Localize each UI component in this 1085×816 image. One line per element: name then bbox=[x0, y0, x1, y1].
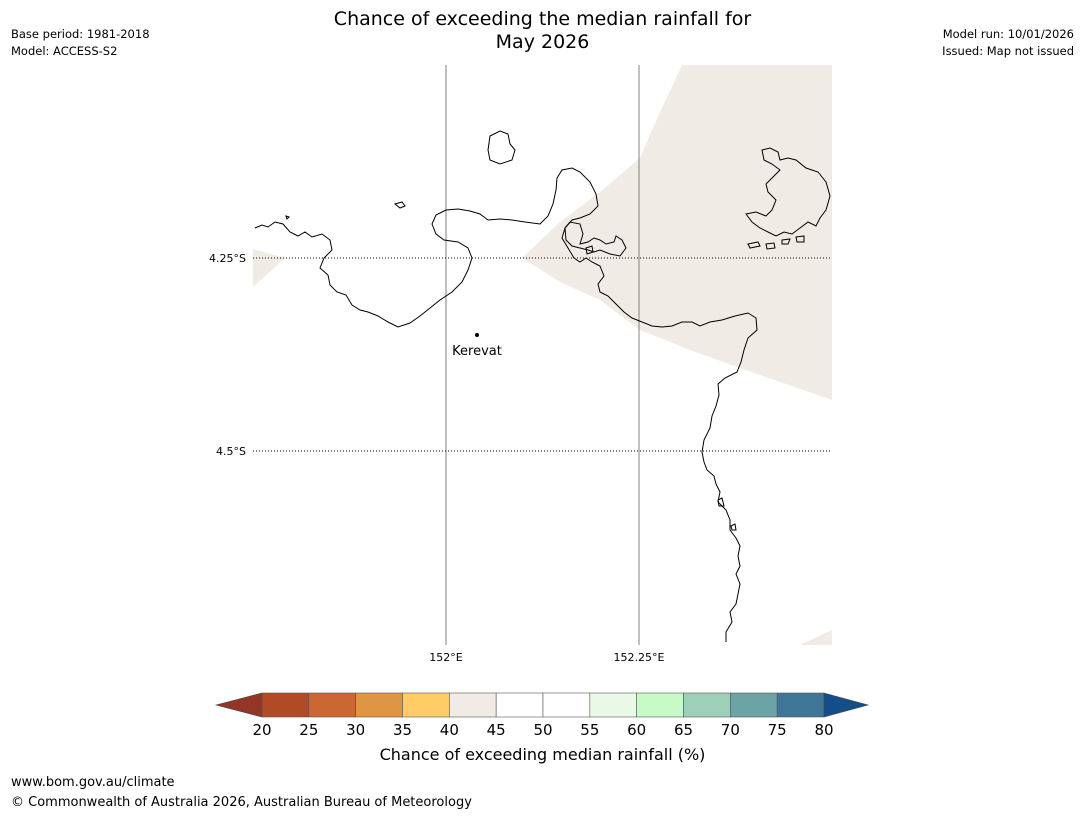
colorbar-tick-label: 80 bbox=[814, 721, 833, 739]
colorbar-tick-label: 25 bbox=[299, 721, 318, 739]
colorbar-cell bbox=[730, 692, 778, 718]
graticule bbox=[253, 65, 832, 645]
colorbar-tick-label: 45 bbox=[487, 721, 506, 739]
colorbar-tick-label: 30 bbox=[346, 721, 365, 739]
colorbar-cell bbox=[355, 692, 403, 718]
island-east-small-1 bbox=[747, 241, 761, 249]
colorbar-tick-label: 70 bbox=[721, 721, 740, 739]
model-run-text: Model run: 10/01/2026 bbox=[942, 27, 1074, 41]
island-east-small-5 bbox=[585, 245, 594, 255]
colorbar-tick-label: 20 bbox=[252, 721, 271, 739]
meta-right: Model run: 10/01/2026 Issued: Map not is… bbox=[942, 26, 1074, 60]
island-small-west bbox=[393, 201, 406, 209]
colorbar: 20 25 30 35 40 45 50 55 60 65 70 75 80 bbox=[214, 692, 870, 739]
colorbar-cell bbox=[402, 692, 450, 718]
footer-url[interactable]: www.bom.gov.au/climate bbox=[11, 775, 175, 790]
coast-inner-bay bbox=[564, 221, 627, 257]
colorbar-cell bbox=[449, 692, 497, 718]
island-south-coast-2 bbox=[730, 523, 737, 531]
colorbar-tick-label: 60 bbox=[627, 721, 646, 739]
island-south-coast-1 bbox=[717, 497, 725, 507]
colorbar-cell bbox=[308, 692, 356, 718]
colorbar-cell bbox=[495, 692, 544, 718]
model-text: Model: ACCESS-S2 bbox=[11, 44, 118, 58]
island-east-small-3 bbox=[781, 238, 791, 245]
colorbar-tick-label: 75 bbox=[768, 721, 787, 739]
base-period-text: Base period: 1981-2018 bbox=[11, 27, 150, 41]
coastlines bbox=[254, 130, 831, 642]
colorbar-tick-label: 50 bbox=[533, 721, 552, 739]
map-title: Chance of exceeding the median rainfall … bbox=[0, 8, 1085, 54]
colorbar-cell bbox=[542, 692, 591, 718]
colorbar-over-arrow bbox=[823, 692, 870, 718]
shade-region-southeast bbox=[800, 630, 832, 645]
lat-label-4-5: 4.5°S bbox=[216, 445, 246, 458]
colorbar-cell bbox=[589, 692, 637, 718]
island-east-small-4 bbox=[795, 235, 805, 243]
colorbar-cell bbox=[261, 692, 310, 718]
colorbar-cell bbox=[776, 692, 825, 718]
colorbar-cell bbox=[636, 692, 684, 718]
colorbar-tick-label: 35 bbox=[393, 721, 412, 739]
colorbar-tick-label: 55 bbox=[580, 721, 599, 739]
lon-label-152: 152°E bbox=[429, 651, 462, 664]
kerevat-marker bbox=[475, 333, 479, 337]
islands-east-group bbox=[745, 147, 831, 237]
colorbar-cells bbox=[261, 692, 825, 718]
colorbar-label: Chance of exceeding median rainfall (%) bbox=[379, 745, 706, 764]
probability-shading bbox=[253, 65, 832, 645]
colorbar-ticks: 20 25 30 35 40 45 50 55 60 65 70 75 80 bbox=[252, 721, 833, 739]
island-north bbox=[487, 130, 516, 165]
issued-text: Issued: Map not issued bbox=[942, 44, 1074, 58]
lon-label-152-25: 152.25°E bbox=[614, 651, 665, 664]
title-line-1: Chance of exceeding the median rainfall … bbox=[333, 8, 752, 30]
colorbar-tick-label: 65 bbox=[674, 721, 693, 739]
meta-left: Base period: 1981-2018 Model: ACCESS-S2 bbox=[11, 26, 150, 60]
kerevat-label: Kerevat bbox=[452, 344, 502, 359]
lat-label-4-25: 4.25°S bbox=[209, 252, 246, 265]
colorbar-cell bbox=[683, 692, 731, 718]
title-line-2: May 2026 bbox=[495, 31, 590, 53]
footer-copyright: © Commonwealth of Australia 2026, Austra… bbox=[11, 795, 472, 810]
colorbar-tick-label: 40 bbox=[440, 721, 459, 739]
colorbar-under-arrow bbox=[214, 692, 263, 718]
shade-region-west bbox=[253, 249, 285, 287]
island-tiny-west bbox=[285, 215, 290, 220]
shade-region-east bbox=[522, 65, 832, 400]
island-east-small-2 bbox=[765, 242, 776, 250]
